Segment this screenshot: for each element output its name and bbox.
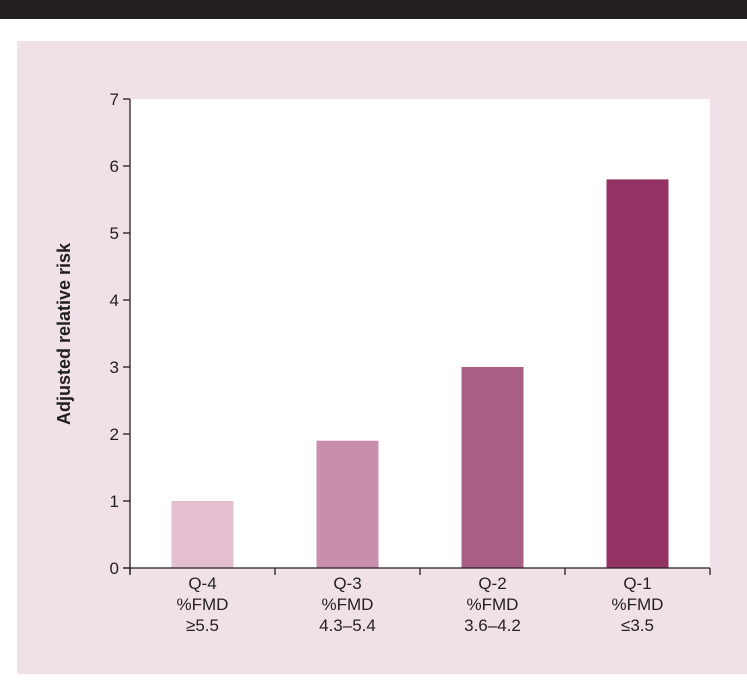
y-axis-title: Adjusted relative risk: [54, 242, 74, 425]
y-tick-label-2: 2: [110, 425, 119, 444]
y-tick-label-0: 0: [110, 559, 119, 578]
top-bar: [0, 0, 747, 19]
y-tick-label-3: 3: [110, 358, 119, 377]
x-category-label-3-line-2: %FMD: [467, 595, 519, 614]
y-tick-label-5: 5: [110, 224, 119, 243]
y-tick-label-4: 4: [110, 291, 119, 310]
bar-q-3: [316, 440, 379, 568]
x-category-label-1-line-1: Q-4: [188, 574, 216, 593]
y-tick-label-7: 7: [110, 90, 119, 109]
x-category-label-4-line-2: %FMD: [612, 595, 664, 614]
x-category-label-2-line-3: 4.3–5.4: [319, 616, 376, 635]
x-category-label-1-line-2: %FMD: [177, 595, 229, 614]
bar-q-1: [606, 179, 669, 568]
x-category-label-2-line-1: Q-3: [333, 574, 361, 593]
x-category-label-1-line-3: ≥5.5: [186, 616, 219, 635]
bar-q-2: [461, 367, 524, 568]
x-category-label-3-line-3: 3.6–4.2: [464, 616, 521, 635]
x-category-label-4-line-1: Q-1: [623, 574, 651, 593]
x-category-label-3-line-1: Q-2: [478, 574, 506, 593]
x-category-label-4-line-3: ≤3.5: [621, 616, 654, 635]
y-tick-label-6: 6: [110, 157, 119, 176]
bar-q-4: [171, 501, 234, 568]
y-tick-label-1: 1: [110, 492, 119, 511]
x-category-label-2-line-2: %FMD: [322, 595, 374, 614]
